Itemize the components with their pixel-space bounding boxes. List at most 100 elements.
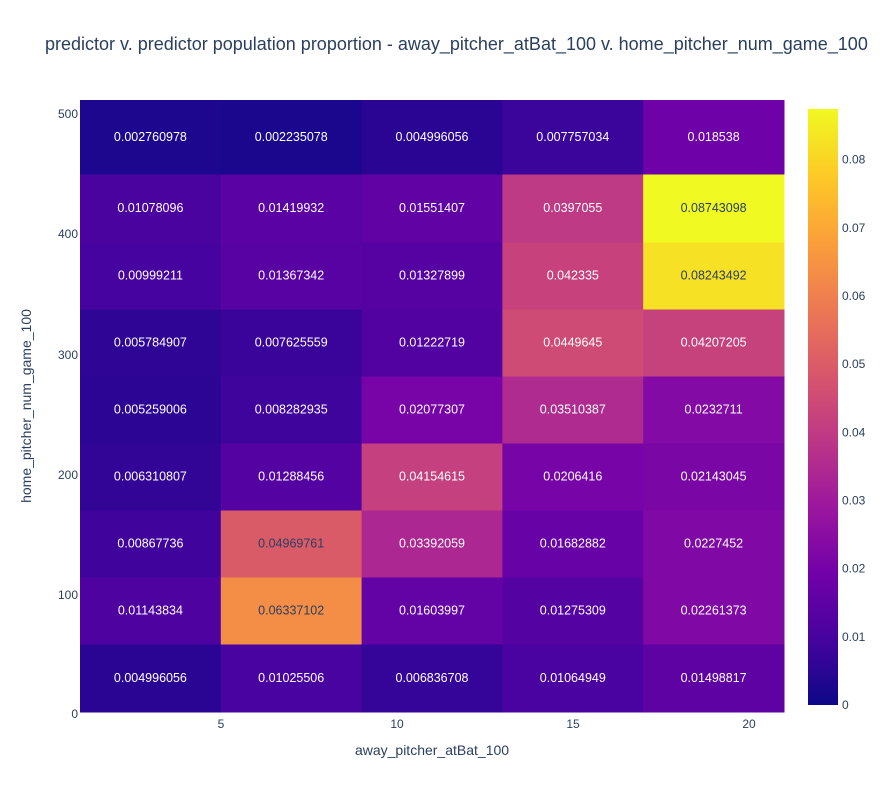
heatmap-cell — [220, 644, 363, 713]
heatmap-cell — [220, 510, 363, 578]
colorbar-tick-label: 0.08 — [842, 153, 866, 167]
colorbar-tick-label: 0.07 — [842, 221, 866, 235]
colorbar-tick-label: 0.01 — [842, 630, 866, 644]
heatmap-cell — [502, 100, 644, 175]
heatmap-cell — [361, 376, 503, 444]
cell-value-label: 0.006310807 — [114, 470, 187, 484]
heatmap-cell — [643, 510, 785, 578]
cell-value-label: 0.01327899 — [399, 269, 465, 283]
heatmap-cells — [80, 100, 785, 713]
heatmap-cell — [361, 242, 503, 310]
heatmap-cell — [643, 309, 785, 377]
cell-value-label: 0.004996056 — [114, 671, 187, 685]
cell-value-label: 0.03392059 — [399, 537, 465, 551]
heatmap-cell — [361, 100, 503, 175]
heatmap-cell — [361, 174, 503, 243]
cell-value-label: 0.005784907 — [114, 336, 187, 350]
y-axis-ticks: 0 100 200 300 400 500 — [58, 107, 78, 721]
cell-value-label: 0.007757034 — [536, 130, 609, 144]
heatmap-cell — [643, 376, 785, 444]
heatmap-cell — [220, 100, 363, 175]
cell-value-label: 0.02077307 — [399, 403, 465, 417]
cell-value-label: 0.005259006 — [114, 403, 187, 417]
heatmap-cell — [502, 510, 644, 578]
heatmap-cell — [643, 100, 785, 175]
heatmap-cell — [80, 376, 222, 444]
cell-value-label: 0.018538 — [688, 130, 740, 144]
heatmap-cell — [80, 100, 222, 175]
y-axis-title: home_pitcher_num_game_100 — [18, 309, 34, 503]
heatmap-cell — [502, 644, 644, 713]
heatmap-cell — [361, 510, 503, 578]
heatmap-cell — [502, 443, 644, 511]
cell-value-label: 0.08243492 — [681, 269, 747, 283]
y-tick-label: 300 — [58, 348, 78, 362]
cell-value-label: 0.04969761 — [258, 537, 324, 551]
cell-value-label: 0.06337102 — [258, 604, 324, 618]
cell-value-label: 0.0449645 — [543, 336, 602, 350]
heatmap-cell — [643, 577, 785, 645]
cell-value-label: 0.042335 — [547, 269, 599, 283]
cell-value-label: 0.01025506 — [258, 671, 324, 685]
colorbar-tick-label: 0.03 — [842, 493, 866, 507]
heatmap-cell — [220, 376, 363, 444]
cell-value-label: 0.01603997 — [399, 604, 465, 618]
heatmap-cell — [502, 242, 644, 310]
heatmap-cell — [502, 309, 644, 377]
cell-value-label: 0.03510387 — [540, 403, 606, 417]
colorbar-ticks: 0 0.01 0.02 0.03 0.04 0.05 0.06 0.07 0.08 — [842, 153, 866, 712]
cell-value-label: 0.008282935 — [255, 403, 328, 417]
cell-value-label: 0.04207205 — [681, 336, 747, 350]
heatmap-cell — [220, 577, 363, 645]
heatmap-cell — [502, 376, 644, 444]
colorbar-tick-label: 0.06 — [842, 289, 866, 303]
y-tick-label: 200 — [58, 468, 78, 482]
cell-value-label: 0.0227452 — [684, 537, 743, 551]
cell-value-label: 0.01682882 — [540, 537, 606, 551]
y-tick-label: 500 — [58, 107, 78, 121]
heatmap-cell — [80, 443, 222, 511]
colorbar-tick-label: 0.05 — [842, 357, 866, 371]
colorbar-tick-label: 0.02 — [842, 562, 866, 576]
cell-value-label: 0.01288456 — [258, 470, 324, 484]
heatmap-cell — [220, 443, 363, 511]
heatmap-cell — [80, 174, 222, 243]
cell-value-label: 0.00867736 — [117, 537, 183, 551]
cell-value-label: 0.0232711 — [685, 403, 743, 417]
cell-value-label: 0.01367342 — [258, 269, 324, 283]
cell-value-label: 0.02261373 — [681, 604, 747, 618]
heatmap-cell — [502, 174, 644, 243]
heatmap-cell — [80, 577, 222, 645]
heatmap-cell — [361, 443, 503, 511]
heatmap-cell — [361, 577, 503, 645]
cell-value-label: 0.01498817 — [681, 671, 747, 685]
heatmap-cell — [643, 174, 785, 243]
cell-value-label: 0.002760978 — [114, 130, 187, 144]
cell-value-label: 0.04154615 — [399, 470, 465, 484]
cell-labels: 0.004996056 0.01025506 0.006836708 0.010649… — [114, 130, 747, 685]
cell-value-label: 0.0397055 — [543, 201, 602, 215]
heatmap-cell — [361, 309, 503, 377]
heatmap-cell — [643, 242, 785, 310]
x-tick-label: 15 — [566, 717, 580, 731]
x-tick-label: 10 — [390, 717, 404, 731]
chart-title: predictor v. predictor population propor… — [45, 34, 868, 55]
cell-value-label: 0.0206416 — [543, 470, 602, 484]
heatmap-cell — [502, 577, 644, 645]
x-axis-title: away_pitcher_atBat_100 — [355, 742, 509, 758]
heatmap-cell — [80, 644, 222, 713]
cell-value-label: 0.01275309 — [540, 604, 606, 618]
heatmap-cell — [643, 443, 785, 511]
y-tick-label: 0 — [71, 707, 78, 721]
heatmap-cell — [80, 510, 222, 578]
cell-value-label: 0.006836708 — [396, 671, 469, 685]
heatmap-cell — [643, 644, 785, 713]
cell-value-label: 0.004996056 — [396, 130, 469, 144]
y-tick-label: 100 — [58, 588, 78, 602]
x-tick-label: 20 — [742, 717, 756, 731]
colorbar — [808, 109, 838, 705]
cell-value-label: 0.002235078 — [255, 130, 328, 144]
x-tick-label: 5 — [218, 717, 225, 731]
cell-value-label: 0.01551407 — [399, 201, 465, 215]
